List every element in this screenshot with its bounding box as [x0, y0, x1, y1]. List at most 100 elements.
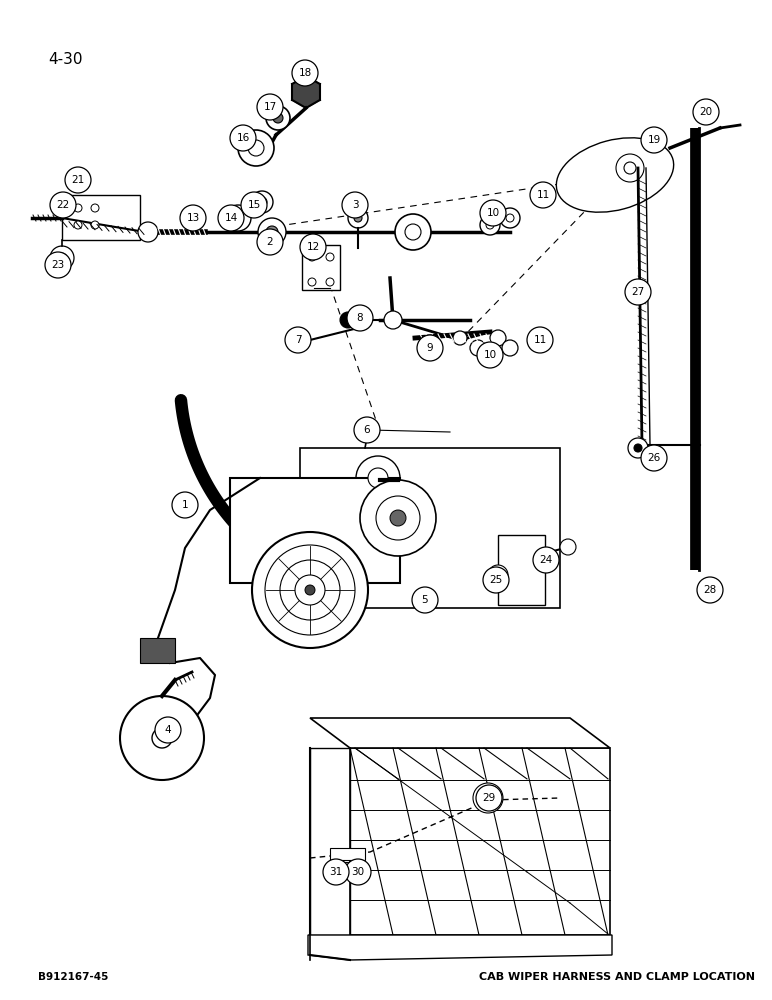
Text: 5: 5 [422, 595, 428, 605]
Circle shape [65, 167, 91, 193]
Text: 3: 3 [352, 200, 358, 210]
Circle shape [625, 279, 651, 305]
Circle shape [361, 423, 375, 437]
Circle shape [486, 221, 494, 229]
Circle shape [266, 106, 290, 130]
Circle shape [252, 532, 368, 648]
Text: 9: 9 [427, 343, 433, 353]
Circle shape [634, 444, 642, 452]
Circle shape [354, 417, 380, 443]
Circle shape [248, 140, 264, 156]
Text: 11: 11 [533, 335, 547, 345]
Circle shape [265, 545, 355, 635]
Circle shape [417, 335, 443, 361]
Text: 10: 10 [483, 350, 496, 360]
Circle shape [273, 113, 283, 123]
Text: CAB WIPER HARNESS AND CLAMP LOCATION: CAB WIPER HARNESS AND CLAMP LOCATION [479, 972, 755, 982]
Text: 16: 16 [236, 133, 249, 143]
Circle shape [641, 445, 667, 471]
Circle shape [360, 480, 436, 556]
Circle shape [488, 565, 508, 585]
Polygon shape [310, 718, 610, 748]
Circle shape [560, 539, 576, 555]
Text: 28: 28 [703, 585, 716, 595]
Text: 14: 14 [225, 213, 238, 223]
Text: 30: 30 [351, 867, 364, 877]
Text: 12: 12 [306, 242, 320, 252]
Circle shape [218, 205, 244, 231]
Circle shape [530, 182, 556, 208]
Polygon shape [308, 935, 612, 960]
Circle shape [233, 213, 243, 223]
Circle shape [395, 214, 431, 250]
Circle shape [305, 585, 315, 595]
Circle shape [300, 234, 326, 260]
Circle shape [295, 575, 325, 605]
Circle shape [172, 492, 198, 518]
Circle shape [641, 127, 667, 153]
Circle shape [225, 205, 251, 231]
Circle shape [506, 214, 514, 222]
Circle shape [50, 246, 74, 270]
FancyBboxPatch shape [302, 245, 340, 290]
Circle shape [348, 208, 368, 228]
Polygon shape [350, 748, 610, 935]
Text: 15: 15 [247, 200, 261, 210]
Circle shape [502, 340, 518, 356]
Circle shape [376, 496, 420, 540]
Circle shape [527, 327, 553, 353]
Text: 22: 22 [56, 200, 69, 210]
Circle shape [483, 567, 509, 593]
Circle shape [326, 253, 334, 261]
Circle shape [257, 94, 283, 120]
Circle shape [628, 438, 648, 458]
Text: 1: 1 [181, 500, 188, 510]
Circle shape [470, 340, 486, 356]
Circle shape [342, 192, 368, 218]
Text: 25: 25 [489, 575, 503, 585]
Circle shape [241, 192, 267, 218]
Text: 2: 2 [266, 237, 273, 247]
Text: 8: 8 [357, 313, 364, 323]
Text: 18: 18 [298, 68, 312, 78]
Text: 10: 10 [486, 208, 499, 218]
Circle shape [155, 717, 181, 743]
Text: 31: 31 [330, 867, 343, 877]
Text: 26: 26 [648, 453, 661, 463]
Circle shape [345, 859, 371, 885]
Circle shape [356, 456, 400, 500]
Circle shape [480, 215, 500, 235]
FancyBboxPatch shape [62, 195, 140, 240]
Circle shape [258, 218, 286, 246]
Circle shape [477, 342, 503, 368]
Text: 17: 17 [263, 102, 276, 112]
Text: 6: 6 [364, 425, 371, 435]
Circle shape [266, 226, 278, 238]
Circle shape [412, 587, 438, 613]
Text: 13: 13 [186, 213, 200, 223]
Text: 27: 27 [631, 287, 645, 297]
Circle shape [697, 577, 723, 603]
Circle shape [490, 330, 506, 346]
Text: 19: 19 [648, 135, 661, 145]
Text: 7: 7 [295, 335, 301, 345]
Circle shape [230, 125, 256, 151]
Circle shape [251, 191, 273, 213]
Circle shape [347, 305, 373, 331]
Circle shape [354, 214, 362, 222]
Circle shape [476, 785, 502, 811]
Circle shape [405, 224, 421, 240]
Circle shape [91, 221, 99, 229]
Text: B912167-45: B912167-45 [38, 972, 108, 982]
Text: 24: 24 [540, 555, 553, 565]
Circle shape [91, 204, 99, 212]
Text: 4: 4 [164, 725, 171, 735]
Circle shape [138, 222, 158, 242]
Circle shape [500, 208, 520, 228]
Circle shape [323, 859, 349, 885]
Text: 23: 23 [52, 260, 65, 270]
Circle shape [616, 154, 644, 182]
Circle shape [238, 130, 274, 166]
Polygon shape [300, 448, 560, 608]
Text: 21: 21 [71, 175, 85, 185]
